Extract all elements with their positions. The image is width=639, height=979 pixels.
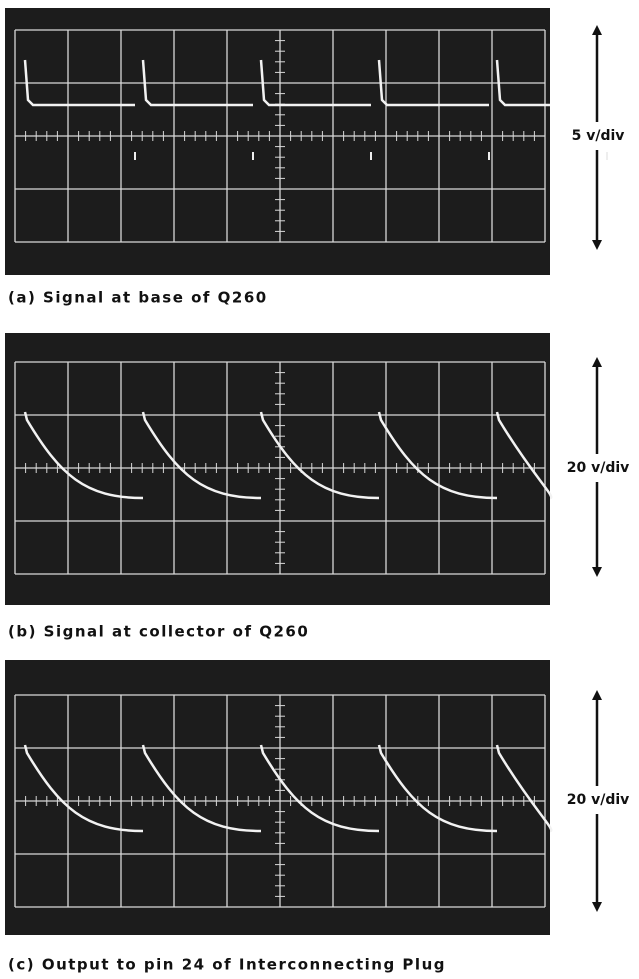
- caption: (c) Output to pin 24 of Interconnecting …: [8, 956, 446, 974]
- scope-screen: [5, 333, 550, 605]
- scale-label: 5 v/div: [572, 128, 625, 144]
- scopes: [5, 8, 607, 935]
- scope-screen: [5, 660, 550, 935]
- caption: (a) Signal at base of Q260: [8, 289, 268, 307]
- page: (a) Signal at base of Q260 (b) Signal at…: [0, 0, 639, 979]
- scope-screen: [5, 8, 550, 275]
- scale-label: 20 v/div: [567, 792, 630, 808]
- figure: (a) Signal at base of Q260 (b) Signal at…: [0, 0, 639, 979]
- scale-label: 20 v/div: [567, 460, 630, 476]
- caption: (b) Signal at collector of Q260: [8, 623, 309, 641]
